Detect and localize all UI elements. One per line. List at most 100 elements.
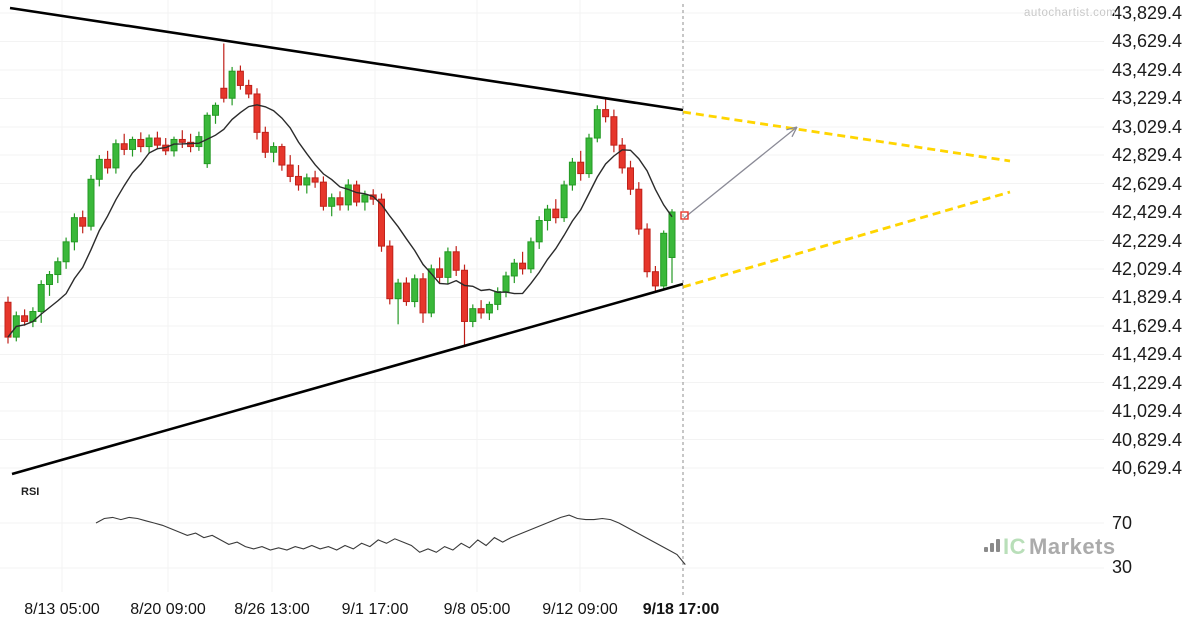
candle-body — [236, 70, 244, 86]
breakout-arrow — [683, 126, 798, 219]
candle-body — [618, 144, 626, 169]
candle-body — [46, 274, 53, 285]
price-axis-label: 41,429.4 — [1112, 344, 1183, 365]
candle-body — [344, 184, 352, 206]
logo-text-ic: IC — [1003, 534, 1026, 559]
candle-body — [461, 269, 468, 322]
candle-body — [577, 161, 585, 175]
gridlines — [0, 0, 1104, 592]
candle-body — [627, 167, 634, 190]
date-axis-label: 8/20 09:00 — [130, 601, 206, 618]
price-axis-label: 42,429.4 — [1112, 202, 1183, 223]
price-axis-label: 42,029.4 — [1112, 258, 1183, 279]
moving-average-line — [7, 104, 673, 338]
breakout-arrow-head — [786, 126, 798, 131]
candle-body — [278, 146, 286, 166]
candle-body — [79, 217, 87, 227]
candle-body — [635, 188, 643, 230]
candle-body — [187, 141, 195, 148]
date-axis-label: 8/26 13:00 — [234, 601, 310, 618]
price-axis-label: 41,629.4 — [1112, 315, 1183, 336]
candle-body — [527, 241, 535, 270]
candle-body — [660, 232, 668, 287]
candle-body — [452, 251, 460, 271]
candle-body — [560, 184, 568, 219]
candle-body — [419, 278, 427, 314]
candle-body — [328, 197, 336, 207]
candle-body — [270, 146, 278, 153]
logo-text-markets: Markets — [1029, 534, 1116, 559]
candle-body — [87, 178, 95, 227]
candle-body — [668, 211, 676, 258]
price-axis-label: 41,829.4 — [1112, 287, 1183, 308]
forecast-upper-dashed-line — [682, 110, 1011, 163]
price-axis-label: 42,829.4 — [1112, 145, 1183, 166]
candle-body — [361, 194, 369, 203]
candle-body — [178, 138, 186, 143]
price-axis-label: 43,029.4 — [1112, 116, 1183, 137]
candle-body — [54, 261, 62, 276]
candle-body — [444, 251, 452, 278]
candle-body — [427, 268, 435, 314]
candle-body — [386, 245, 394, 300]
candle-body — [568, 161, 576, 186]
candle-body — [253, 93, 261, 133]
candle-body — [651, 271, 659, 287]
candle-body — [112, 143, 120, 169]
rsi-lower-bound-label: 30 — [1112, 557, 1133, 577]
candle-body — [21, 315, 29, 322]
breakout-arrow-head — [791, 126, 798, 138]
date-axis-label: 9/18 17:00 — [642, 601, 720, 618]
candle-body — [137, 138, 145, 148]
rsi-line — [95, 514, 686, 565]
price-axis-label: 40,629.4 — [1112, 458, 1183, 478]
price-axis-label: 42,629.4 — [1112, 173, 1183, 194]
candle-body — [129, 138, 136, 150]
candles-layer — [4, 43, 676, 348]
price-axis-label: 42,229.4 — [1112, 230, 1183, 251]
current-price-marker — [680, 211, 689, 220]
price-axis-label: 40,829.4 — [1112, 429, 1183, 450]
candle-body — [378, 198, 385, 247]
candle-body — [485, 303, 493, 314]
candle-body — [145, 137, 153, 148]
rsi-panel-label: RSI — [21, 486, 40, 498]
rsi-upper-bound-label: 70 — [1112, 513, 1133, 533]
candle-body — [311, 177, 319, 183]
candle-body — [643, 228, 651, 273]
price-axis-label: 43,829.4 — [1112, 3, 1183, 23]
candle-body — [436, 268, 444, 278]
price-axis-label: 41,029.4 — [1112, 401, 1183, 422]
candle-body — [602, 109, 610, 118]
candle-body — [394, 282, 402, 300]
candle-body — [95, 158, 103, 180]
candle-body — [544, 208, 551, 222]
date-axis-label: 9/12 09:00 — [542, 601, 618, 618]
date-axis-label: 8/13 05:00 — [24, 601, 100, 618]
candle-body — [411, 278, 419, 303]
broker-logo: IC Markets — [984, 534, 1116, 560]
candle-body — [245, 84, 253, 95]
candle-body — [502, 275, 510, 293]
candle-body — [402, 282, 410, 303]
candle-body — [62, 241, 70, 263]
candle-body — [295, 175, 302, 186]
bar-chart-icon — [984, 539, 1000, 555]
price-axis-label: 43,429.4 — [1112, 59, 1183, 80]
candle-body — [120, 143, 128, 150]
upper-trendline — [9, 6, 684, 112]
candle-body — [153, 137, 161, 146]
candle-body — [261, 131, 269, 153]
candle-body — [552, 208, 560, 219]
candle-body — [519, 262, 527, 270]
candle-body — [303, 177, 311, 186]
price-axis-label: 43,629.4 — [1112, 31, 1183, 52]
candle-body — [494, 291, 502, 305]
candle-body — [593, 109, 601, 139]
candle-body — [37, 283, 45, 313]
price-axis-label: 41,229.4 — [1112, 372, 1183, 393]
candle-body — [469, 308, 477, 322]
candle-body — [610, 116, 618, 146]
date-axis-label: 9/8 05:00 — [443, 601, 511, 618]
